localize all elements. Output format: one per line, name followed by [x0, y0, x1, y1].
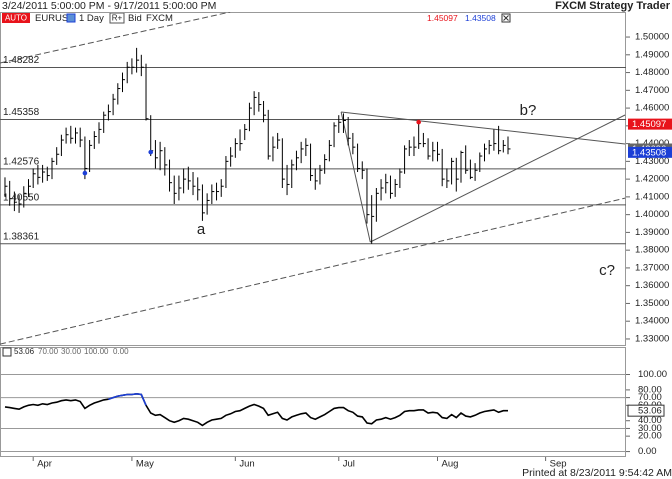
- wave-label: b?: [520, 102, 537, 119]
- trend-line: [340, 111, 371, 243]
- feed: FXCM: [146, 13, 173, 24]
- indicator-param: 0.00: [113, 347, 129, 356]
- x-tick-label: Aug: [441, 459, 458, 470]
- y-tick-label: 1.38000: [635, 245, 669, 256]
- y-tick-label: 40.00: [638, 415, 662, 426]
- level-label: 1.38361: [3, 231, 40, 242]
- wave-label: c?: [599, 262, 615, 279]
- indicator-param: 70.00: [38, 347, 59, 356]
- header-price-low: 1.43508: [465, 13, 496, 23]
- indicator-close-box[interactable]: [2, 347, 12, 357]
- y-tick-label: 30.00: [638, 423, 662, 434]
- y-tick-label: 1.46000: [635, 103, 669, 114]
- indicator-plot: [0, 373, 626, 453]
- level-label: 1.48282: [3, 55, 40, 66]
- price-tag: [628, 118, 672, 130]
- y-tick-label: 1.39000: [635, 227, 669, 238]
- date-range: 3/24/2011 5:00:00 PM - 9/17/2011 5:00:00…: [2, 0, 216, 12]
- trend-line: [370, 114, 626, 243]
- indicator-value: 53.06: [14, 347, 35, 356]
- y-tick-label: 1.48000: [635, 67, 669, 78]
- y-tick-label: 1.43000: [635, 156, 669, 167]
- y-tick-label: 1.41000: [635, 191, 669, 202]
- flag: R+: [112, 14, 123, 23]
- app-title: FXCM Strategy Trader: [555, 0, 671, 12]
- y-tick-label: 1.35000: [635, 298, 669, 309]
- indicator-line: [4, 392, 508, 427]
- signal-dot: [82, 170, 88, 176]
- trend-line: [0, 12, 231, 64]
- y-tick-label: 1.47000: [635, 85, 669, 96]
- price-tag-label: 1.45097: [632, 119, 666, 130]
- indicator-param: 100.00: [84, 347, 109, 356]
- y-tick-label: 1.42000: [635, 174, 669, 185]
- side: Bid: [128, 13, 142, 24]
- y-tick-label: 1.36000: [635, 280, 669, 291]
- signal-dot: [148, 149, 154, 155]
- header-price-high: 1.45097: [427, 13, 458, 23]
- x-tick-label: Jun: [239, 459, 254, 470]
- y-tick-label: 1.33000: [635, 333, 669, 344]
- trend-line: [0, 197, 626, 345]
- y-tick-label: 1.37000: [635, 262, 669, 273]
- x-tick-label: May: [136, 459, 154, 470]
- y-tick-label: 1.50000: [635, 32, 669, 43]
- mode-label: AUTO: [5, 14, 27, 23]
- value-tag-label: 53.06: [638, 406, 662, 417]
- price-panel: [0, 12, 626, 346]
- y-tick-label: 1.34000: [635, 316, 669, 327]
- footer: Printed at 8/23/2011 9:54:42 AM: [522, 467, 672, 479]
- x-tick-label: Jul: [343, 459, 355, 470]
- y-tick-label: 70.00: [638, 392, 662, 403]
- timeframe-icon[interactable]: [66, 13, 76, 23]
- symbol: EURUSD: [35, 13, 75, 24]
- y-tick-label: 0.00: [638, 446, 657, 457]
- wave-label: a: [197, 221, 206, 238]
- value-tag: [627, 404, 665, 417]
- indicator-panel: [0, 347, 626, 457]
- price-tag-label: 1.43508: [632, 147, 666, 158]
- price-tag: [628, 146, 672, 158]
- signal-dot: [416, 119, 421, 125]
- level-label: 1.40550: [3, 193, 40, 204]
- x-tick-label: Apr: [37, 459, 52, 470]
- indicator-param: 30.00: [61, 347, 82, 356]
- overbought-line: [108, 392, 147, 406]
- y-tick-label: 100.00: [638, 369, 667, 380]
- y-tick-label: 1.40000: [635, 209, 669, 220]
- x-tick-label: Sep: [550, 459, 567, 470]
- level-label: 1.42576: [3, 157, 40, 168]
- timeframe: 1 Day: [79, 13, 104, 24]
- price-plot: [0, 12, 626, 345]
- y-tick-label: 1.49000: [635, 49, 669, 60]
- y-tick-label: 80.00: [638, 384, 662, 395]
- mode-badge[interactable]: [2, 13, 30, 23]
- y-tick-label: 20.00: [638, 431, 662, 442]
- close-icon: [503, 15, 509, 21]
- level-label: 1.45358: [3, 107, 40, 118]
